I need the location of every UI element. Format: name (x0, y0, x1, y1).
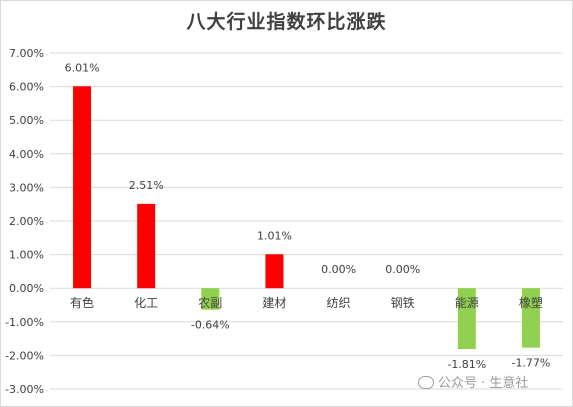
category-label: 建材 (262, 296, 286, 310)
data-label: 2.51% (129, 179, 164, 192)
chart-title: 八大行业指数环比涨跌 (186, 11, 387, 33)
y-tick-label: 0.00% (9, 282, 44, 295)
data-label: 0.00% (321, 263, 356, 276)
category-label: 橡塑 (519, 295, 543, 310)
bar (265, 254, 284, 289)
data-label: -1.77% (511, 357, 550, 370)
wechat-icon (418, 376, 434, 389)
y-tick-label: -2.00% (5, 349, 44, 362)
bar (521, 288, 540, 348)
data-label: 6.01% (65, 61, 100, 74)
watermark-text: 公众号 · 生意社 (438, 376, 529, 391)
y-tick-label: 1.00% (9, 249, 44, 262)
category-label: 能源 (455, 296, 479, 310)
category-label: 化工 (134, 296, 158, 310)
y-tick-label: 2.00% (9, 215, 44, 228)
category-label: 有色 (70, 296, 94, 310)
bar (73, 86, 92, 289)
data-label: -0.64% (191, 319, 230, 332)
y-tick-label: -1.00% (5, 316, 44, 329)
data-label: 1.01% (257, 229, 292, 242)
bar (201, 288, 220, 310)
bar (457, 288, 476, 350)
bar (137, 203, 156, 289)
y-tick-label: 4.00% (9, 148, 44, 161)
category-label: 钢铁 (391, 296, 415, 310)
y-tick-label: 3.00% (9, 181, 44, 194)
category-label: 农副 (198, 296, 222, 310)
watermark: 公众号 · 生意社 (418, 372, 528, 391)
y-tick-label: 7.00% (9, 47, 44, 60)
y-tick-label: 5.00% (9, 114, 44, 127)
data-label: 0.00% (385, 263, 420, 276)
y-tick-label: -3.00% (5, 383, 44, 396)
y-tick-label: 6.00% (9, 81, 44, 94)
data-label: -1.81% (447, 358, 486, 371)
category-label: 纺织 (327, 296, 351, 310)
